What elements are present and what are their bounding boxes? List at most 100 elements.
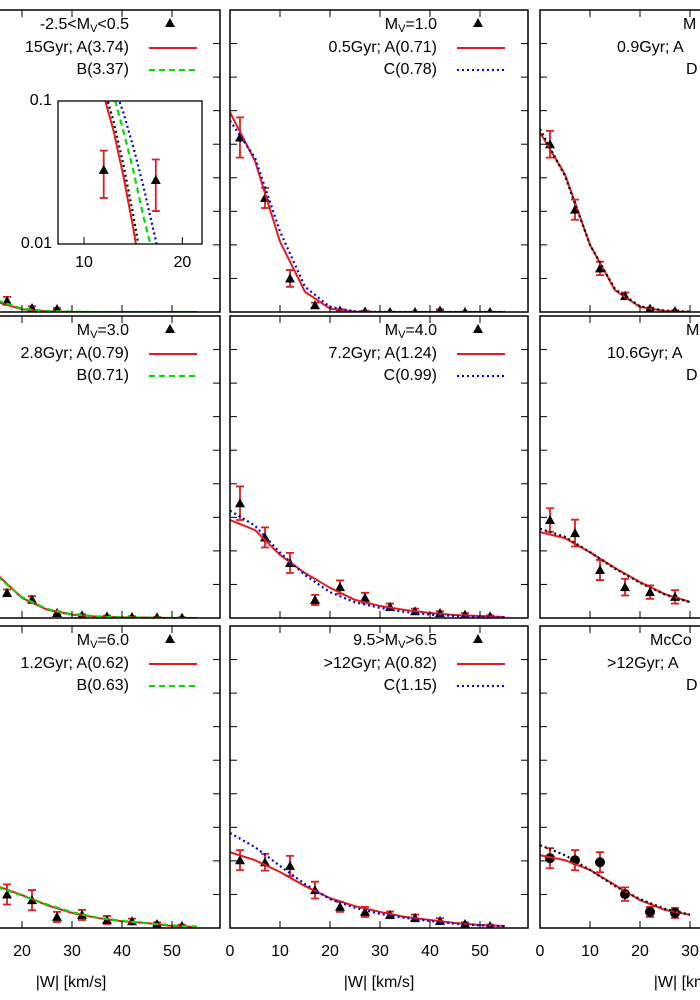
legend-label: 15Gyr; A(3.74) (25, 39, 129, 56)
model-curve (230, 519, 506, 618)
legend-label: 0.9Gyr; A (617, 39, 684, 56)
legend-label-part: =6.0 (97, 632, 129, 649)
inset-frame (57, 100, 203, 245)
data-point (412, 307, 418, 312)
x-tick-label: 10 (581, 943, 599, 960)
panel: 0 10 20 30 40 50 |W| [km/s] 9.5>MV>6.5 >12Gyr; A… (226, 625, 529, 991)
x-tick-label: 20 (631, 943, 649, 960)
data-point (150, 175, 161, 185)
panel-frame (229, 315, 529, 619)
data-point (462, 307, 468, 312)
data-point (645, 587, 655, 597)
legend-label-sub: V (90, 23, 98, 35)
panel-frame (539, 625, 700, 929)
panel: M10.6Gyr; AD (539, 315, 700, 619)
legend-label-sub: V (90, 329, 98, 341)
x-tick-label: 40 (421, 943, 439, 960)
legend-label: 2.8Gyr; A(0.79) (21, 345, 130, 362)
legend-label-sub: V (398, 23, 406, 35)
model-curve (0, 300, 197, 312)
legend-symbol (165, 18, 175, 27)
x-tick-label: 40 (113, 943, 131, 960)
plot-area (230, 485, 506, 618)
x-tick-label: 30 (371, 943, 389, 960)
plot-area (540, 128, 691, 312)
legend-label: 9.5>MV>6.5 (353, 632, 437, 651)
legend-label-sub: V (90, 639, 98, 651)
legend-symbol (165, 324, 175, 333)
legend-label: McCo (650, 632, 692, 649)
panel-frame (539, 9, 700, 313)
panel: -2.5<MV<0.5 15Gyr; A(3.74) B(3.37) 0.01 0.1 1… (0, 9, 221, 313)
x-axis-label: |W| [km/s] (344, 974, 415, 991)
plot-area (540, 844, 691, 919)
data-point (361, 306, 369, 312)
plot-area (230, 832, 506, 928)
panel-frame (229, 625, 529, 929)
panel-frame (229, 9, 529, 313)
legend-label: >12Gyr; A (607, 655, 679, 672)
legend-label-sub: V (398, 329, 406, 341)
inset-y-tick-label: 0.01 (21, 235, 52, 252)
data-point (179, 612, 185, 618)
legend-label-part: >6.5 (405, 632, 437, 649)
model-curve (106, 101, 140, 244)
inset: 0.01 0.1 10 20 (21, 92, 203, 271)
legend-label: MV=1.0 (385, 16, 437, 35)
legend-label: M (683, 16, 696, 33)
data-point (487, 307, 493, 312)
x-tick-label: 0 (536, 943, 545, 960)
data-point (2, 889, 12, 899)
plot-area (230, 111, 505, 312)
x-tick-label: 0 (226, 943, 235, 960)
model-curve (230, 851, 506, 927)
legend-label-sub: V (398, 639, 406, 651)
legend-label-part: M (385, 322, 398, 339)
panel: MV=1.0 0.5Gyr; A(0.71) C(0.78) (229, 9, 529, 313)
data-point (595, 857, 605, 868)
data-point (285, 273, 295, 283)
data-point (335, 582, 345, 592)
data-point (52, 911, 62, 921)
x-tick-label: 10 (271, 943, 289, 960)
data-point (436, 305, 444, 312)
legend-label: M (686, 322, 699, 339)
panel-frame (0, 315, 221, 619)
x-tick-label: 50 (163, 943, 181, 960)
data-point (310, 300, 320, 310)
data-point (335, 901, 345, 911)
legend-label: 10.6Gyr; A (607, 345, 683, 362)
data-point (387, 307, 393, 312)
inset-background (58, 101, 202, 244)
data-point (2, 587, 12, 597)
data-point (235, 498, 245, 508)
data-point (645, 906, 655, 917)
model-curve (540, 527, 691, 604)
plot-area (0, 883, 198, 928)
legend-label-part: 9.5>M (353, 632, 398, 649)
legend-label: D (686, 61, 698, 78)
model-curve (540, 844, 691, 916)
data-point (310, 594, 320, 604)
plot-area (0, 295, 197, 312)
model-curve (0, 886, 198, 928)
x-tick-label: 50 (471, 943, 489, 960)
panel-frame (539, 315, 700, 619)
data-point (235, 132, 245, 142)
legend-label-part: M (77, 322, 90, 339)
x-tick-label: 30 (63, 943, 81, 960)
legend-label-part: M (77, 632, 90, 649)
data-point (570, 528, 580, 538)
legend-label: D (686, 367, 698, 384)
model-curve (540, 131, 691, 312)
data-point (153, 612, 161, 618)
x-axis-label: |W| [km/s] (654, 974, 700, 991)
data-point (595, 565, 605, 575)
data-point (235, 855, 245, 865)
legend-label-part: <0.5 (97, 16, 129, 33)
data-point (360, 592, 370, 602)
model-curve (540, 531, 691, 603)
